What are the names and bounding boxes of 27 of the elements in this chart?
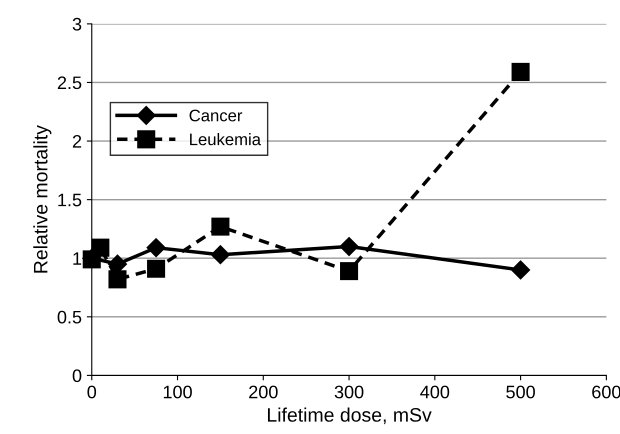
- y-tick-label: 2.5: [58, 76, 82, 90]
- x-tick-label: 0: [87, 386, 96, 398]
- point: [512, 62, 530, 81]
- y-tick-label: 1.5: [58, 194, 82, 206]
- x-tick-label: 100: [164, 386, 192, 398]
- legend-label: Cancer: [190, 110, 242, 122]
- legend-label: Leukemia: [190, 133, 261, 146]
- x-tick-label: 500: [506, 386, 535, 398]
- point: [108, 270, 127, 288]
- y-axis-title: Relative mortality: [33, 125, 52, 273]
- y-tick-label: 2: [72, 134, 82, 148]
- point: [340, 236, 359, 256]
- point: [147, 260, 166, 278]
- point: [340, 262, 358, 280]
- point: [146, 238, 166, 258]
- point: [511, 260, 530, 280]
- y-tick-label: 1: [73, 252, 82, 265]
- x-tick-label: 200: [249, 386, 278, 398]
- y-tick-label: 3: [72, 18, 82, 31]
- point: [211, 218, 230, 236]
- x-tick-label: 300: [334, 386, 364, 398]
- x-axis-title: Lifetime dose, mSv: [268, 408, 432, 424]
- point: [210, 245, 230, 264]
- y-tick-label: 0: [72, 369, 82, 382]
- y-tick-label: 0.5: [58, 310, 82, 324]
- point: [91, 238, 110, 257]
- x-tick-label: 400: [420, 386, 450, 398]
